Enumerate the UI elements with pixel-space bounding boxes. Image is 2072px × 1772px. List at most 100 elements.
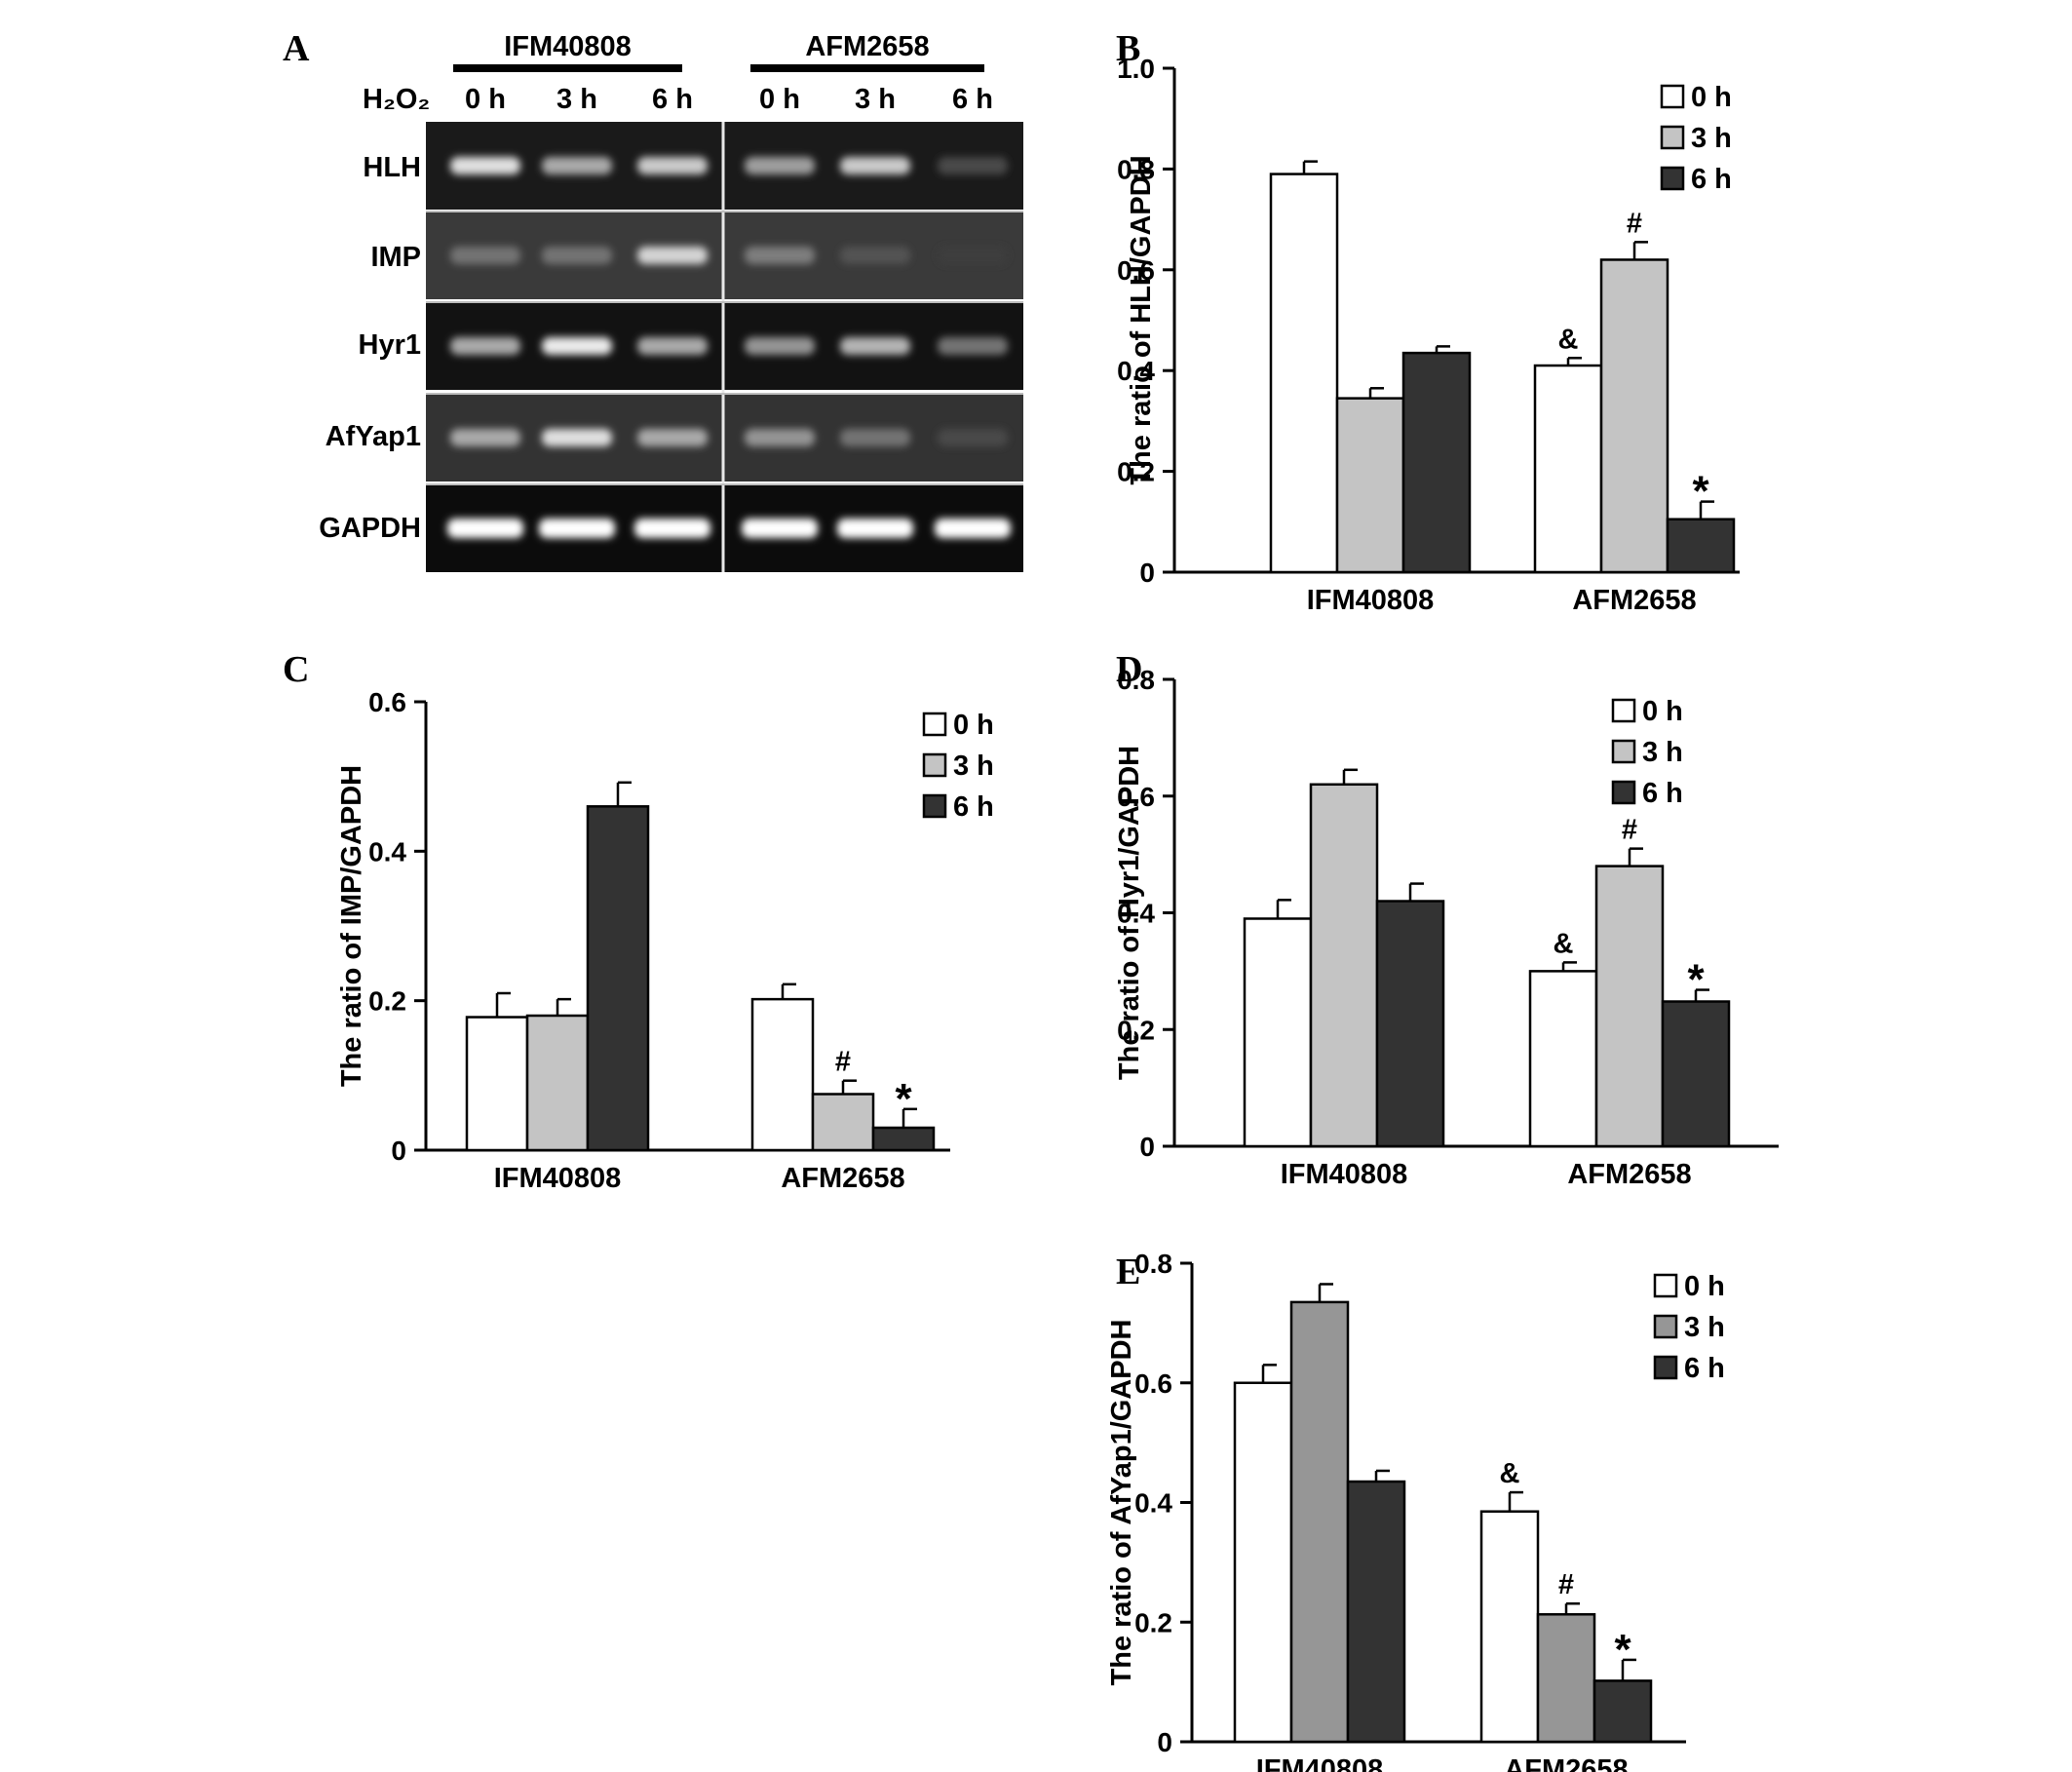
y-axis-label: The ratio of AfYap1/GAPDH xyxy=(1106,1320,1137,1686)
blot-row-label-gapdh: GAPDH xyxy=(319,513,421,544)
bar xyxy=(1528,970,1598,1148)
significance-marker: # xyxy=(1558,1569,1574,1600)
bar xyxy=(525,1014,590,1152)
blot-band xyxy=(542,157,612,174)
y-tick-label: 0.6 xyxy=(1117,782,1155,812)
y-tick-label: 0.8 xyxy=(1117,154,1155,184)
chart-b: 0 0.2 0.4 0.6 0.8 1.0 The ratio of HLH/GAPDH IF… xyxy=(1117,54,1740,616)
charts: 0 0.2 0.4 0.6 0.8 1.0 The ratio of HLH/GAPDH IF… xyxy=(336,54,1779,1772)
bar xyxy=(1401,351,1472,574)
chart-e: 0 0.2 0.4 0.6 0.8 The ratio of AfYap1/GAPDH IF… xyxy=(1106,1249,1725,1772)
blot-band xyxy=(938,157,1008,174)
lane-label: 6 h xyxy=(952,84,993,115)
y-tick-label: 0.2 xyxy=(1134,1607,1172,1637)
blot-band xyxy=(837,519,913,538)
bar xyxy=(1289,1300,1350,1744)
legend-swatch xyxy=(1653,1314,1678,1339)
lane-label: 3 h xyxy=(556,84,597,115)
blot-row-label-hlh: HLH xyxy=(363,152,421,183)
bar xyxy=(1243,917,1313,1148)
blot-band xyxy=(450,337,520,355)
blot-band xyxy=(450,157,520,174)
group-bar-afm2658 xyxy=(750,64,984,72)
bar xyxy=(1346,1480,1406,1744)
blot-band xyxy=(938,429,1008,446)
category-label: IFM40808 xyxy=(1281,1159,1408,1190)
y-tick-label: 0.2 xyxy=(1117,1015,1155,1045)
legend-label: 6 h xyxy=(1684,1353,1725,1384)
bar xyxy=(1666,518,1736,574)
group-label-afm2658: AFM2658 xyxy=(805,31,930,62)
y-tick-label: 0.8 xyxy=(1134,1249,1172,1279)
treatment-label: H₂O₂ xyxy=(363,84,431,115)
chart-d: 0 0.2 0.4 0.6 0.8 The ratio of Hyr1/GAPDH IFM4… xyxy=(1114,665,1779,1190)
blot-band xyxy=(840,337,910,355)
y-tick-label: 0.4 xyxy=(1117,356,1155,386)
y-tick-label: 0 xyxy=(1157,1727,1172,1757)
legend-label: 0 h xyxy=(1684,1271,1725,1302)
legend-swatch xyxy=(1660,125,1685,150)
significance-marker: * xyxy=(895,1075,912,1123)
bar xyxy=(811,1093,875,1152)
blot-band xyxy=(938,337,1008,355)
bar xyxy=(1594,865,1665,1148)
category-label: AFM2658 xyxy=(1567,1159,1691,1190)
category-label: AFM2658 xyxy=(1572,585,1696,616)
blot-band xyxy=(637,337,708,355)
legend-label: 6 h xyxy=(1691,164,1732,195)
bar xyxy=(871,1126,936,1152)
y-axis-label: The ratio of Hyr1/GAPDH xyxy=(1114,746,1145,1080)
bar xyxy=(1533,364,1603,574)
panel-letter-b: B xyxy=(1116,28,1141,69)
legend-swatch xyxy=(922,712,947,737)
legend-swatch xyxy=(1660,84,1685,109)
significance-marker: & xyxy=(1554,928,1574,959)
blot-band xyxy=(840,247,910,264)
legend-label: 3 h xyxy=(1691,123,1732,154)
blot-row-label-imp: IMP xyxy=(370,242,421,273)
blot-band xyxy=(938,247,1008,264)
legend-swatch xyxy=(922,752,947,778)
lane-label: 6 h xyxy=(652,84,693,115)
blot-band xyxy=(840,429,910,446)
legend-label: 0 h xyxy=(1691,82,1732,113)
category-label: AFM2658 xyxy=(1504,1754,1628,1772)
y-tick-label: 0.4 xyxy=(1117,899,1155,929)
blot-band xyxy=(745,337,815,355)
bar xyxy=(1233,1381,1293,1744)
blot-row-label-hyr1: Hyr1 xyxy=(358,329,422,361)
bar xyxy=(1536,1613,1596,1744)
significance-marker: # xyxy=(835,1047,851,1078)
bar xyxy=(1335,397,1405,574)
category-label: IFM40808 xyxy=(494,1163,622,1194)
lane-label: 0 h xyxy=(759,84,800,115)
blot-band xyxy=(539,519,615,538)
blot-band xyxy=(542,429,612,446)
group-bar-ifm40808 xyxy=(453,64,682,72)
legend-swatch xyxy=(1611,780,1636,805)
y-tick-label: 0.4 xyxy=(1134,1488,1172,1519)
y-axis-label: The ratio of HLH/GAPDH xyxy=(1126,155,1157,484)
chart-c: 0 0.2 0.4 0.6 The ratio of IMP/GAPDH IFM40808… xyxy=(336,687,994,1194)
group-label-ifm40808: IFM40808 xyxy=(504,31,632,62)
y-tick-label: 0 xyxy=(391,1136,406,1166)
blot-band xyxy=(745,157,815,174)
blot-band xyxy=(637,429,708,446)
bar xyxy=(1309,783,1379,1148)
significance-marker: & xyxy=(1558,324,1579,355)
blot-band xyxy=(745,247,815,264)
category-label: AFM2658 xyxy=(781,1163,904,1194)
legend-swatch xyxy=(1611,739,1636,764)
blot-band xyxy=(450,247,520,264)
lane-label: 3 h xyxy=(855,84,896,115)
blot-band xyxy=(542,247,612,264)
significance-marker: & xyxy=(1500,1458,1520,1489)
legend-label: 6 h xyxy=(1642,778,1683,809)
panel-letter-e: E xyxy=(1116,1252,1141,1292)
legend-label: 0 h xyxy=(1642,696,1683,727)
y-tick-label: 0.8 xyxy=(1117,665,1155,695)
y-tick-label: 1.0 xyxy=(1117,54,1155,84)
blot-band xyxy=(840,157,910,174)
bar xyxy=(1375,900,1445,1148)
